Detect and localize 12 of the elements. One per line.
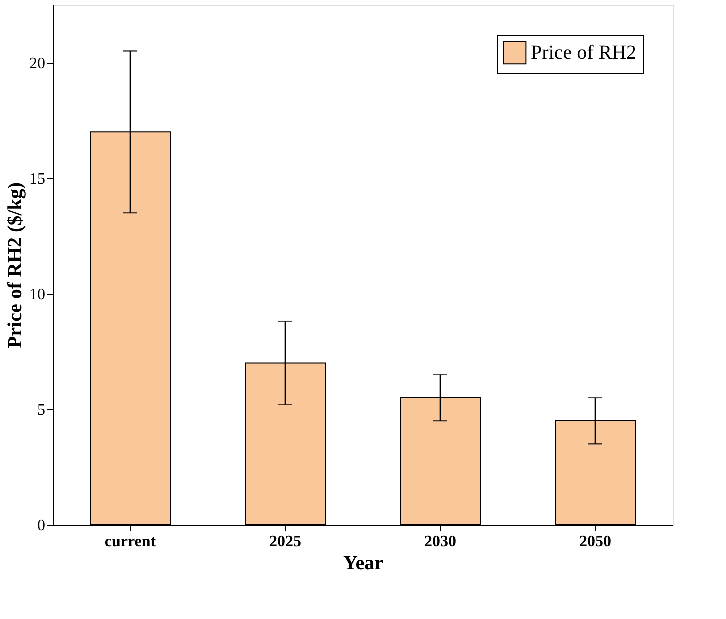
legend-label: Price of RH2 [531, 42, 637, 64]
y-axis-title: Price of RH2 ($/kg) [4, 182, 26, 349]
y-tick-label: 5 [38, 402, 46, 419]
y-tick-label: 0 [38, 518, 46, 534]
x-tick-label: 2030 [424, 534, 456, 550]
x-tick-label: 2050 [580, 534, 612, 550]
x-axis-title: Year [344, 552, 384, 574]
y-tick-label: 20 [30, 55, 46, 72]
y-tick-label: 10 [30, 286, 46, 304]
x-tick-label: current [104, 534, 157, 550]
y-tick-label: 15 [30, 170, 46, 188]
x-tick-label: 2025 [270, 534, 302, 550]
